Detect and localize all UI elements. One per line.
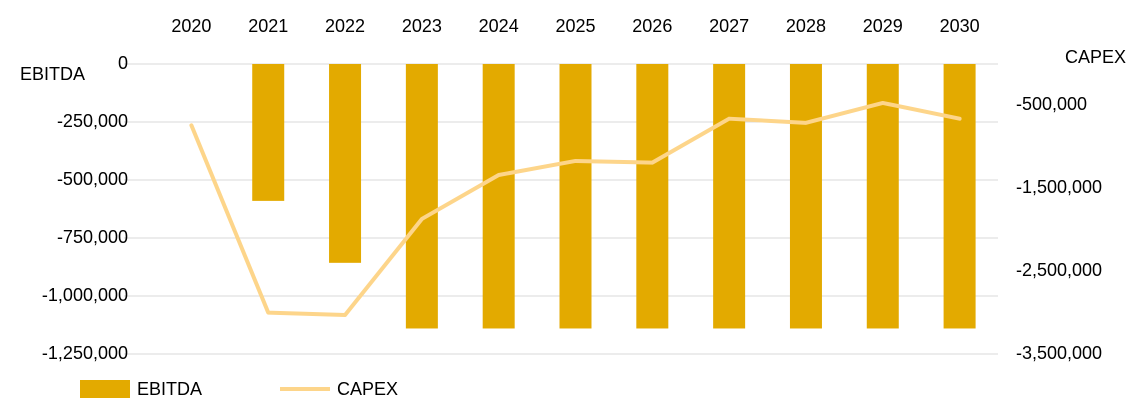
bar bbox=[559, 64, 592, 329]
bar bbox=[482, 64, 515, 329]
x-tick-label: 2020 bbox=[171, 16, 211, 36]
y-tick-label: -500,000 bbox=[57, 169, 128, 189]
y-tick-label: -1,250,000 bbox=[42, 343, 128, 363]
y-tick-label: -1,000,000 bbox=[42, 285, 128, 305]
bar bbox=[713, 64, 746, 329]
y2-tick-label: -3,500,000 bbox=[1016, 343, 1102, 363]
y2-tick-label: -2,500,000 bbox=[1016, 260, 1102, 280]
legend-label: EBITDA bbox=[137, 379, 202, 399]
legend-label: CAPEX bbox=[337, 379, 398, 399]
x-tick-label: 2027 bbox=[709, 16, 749, 36]
bar bbox=[866, 64, 899, 329]
y-tick-label: -250,000 bbox=[57, 111, 128, 131]
y2-axis-title: CAPEX bbox=[1065, 47, 1126, 67]
bar bbox=[943, 64, 976, 329]
y-tick-label: 0 bbox=[118, 53, 128, 73]
bar bbox=[405, 64, 438, 329]
x-tick-label: 2025 bbox=[555, 16, 595, 36]
legend-swatch bbox=[80, 380, 130, 398]
y2-tick-label: -500,000 bbox=[1016, 94, 1087, 114]
x-tick-label: 2024 bbox=[479, 16, 519, 36]
line bbox=[189, 100, 962, 318]
x-tick-label: 2022 bbox=[325, 16, 365, 36]
bar bbox=[329, 64, 362, 263]
y2-tick-label: -1,500,000 bbox=[1016, 177, 1102, 197]
bar bbox=[789, 64, 822, 329]
y-axis-title: EBITDA bbox=[20, 64, 85, 84]
x-tick-label: 2021 bbox=[248, 16, 288, 36]
bar bbox=[636, 64, 669, 329]
x-tick-label: 2028 bbox=[786, 16, 826, 36]
x-tick-label: 2023 bbox=[402, 16, 442, 36]
x-tick-label: 2030 bbox=[940, 16, 980, 36]
x-tick-label: 2026 bbox=[632, 16, 672, 36]
x-tick-label: 2029 bbox=[863, 16, 903, 36]
y-tick-label: -750,000 bbox=[57, 227, 128, 247]
bar bbox=[252, 64, 285, 201]
